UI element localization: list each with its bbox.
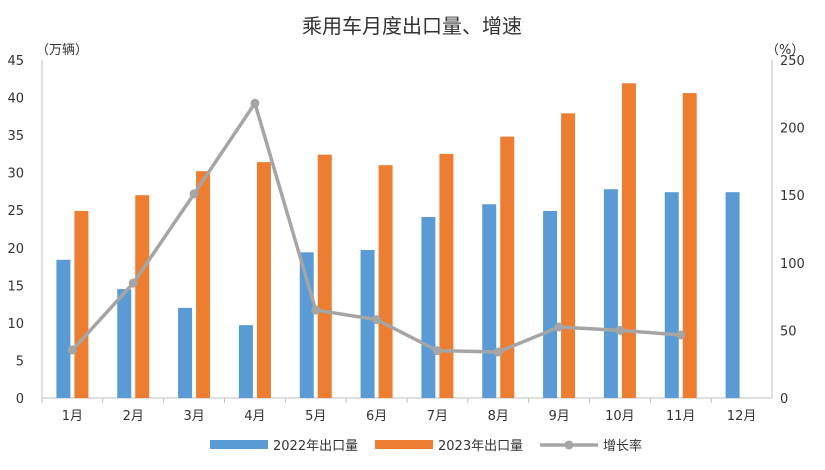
growth-rate-point	[676, 330, 686, 340]
x-tick-label: 9月	[548, 409, 569, 424]
x-tick-label: 8月	[488, 409, 509, 424]
bar-2023	[621, 83, 636, 398]
x-tick-label: 2月	[123, 409, 144, 424]
x-tick-label: 12月	[727, 409, 757, 424]
legend-swatch-2023	[375, 440, 433, 449]
legend-swatch-2022	[210, 440, 268, 449]
right-tick-label: 50	[780, 324, 797, 339]
left-tick-label: 5	[16, 354, 24, 369]
growth-rate-point	[493, 347, 503, 357]
bar-2022	[543, 210, 558, 398]
left-tick-label: 0	[16, 392, 24, 407]
growth-rate-point	[432, 346, 442, 356]
left-tick-label: 20	[7, 242, 24, 257]
bar-2023	[317, 154, 332, 398]
bar-2023	[135, 195, 150, 398]
right-axis-unit: （%）	[766, 43, 804, 58]
bar-2022	[360, 250, 375, 398]
growth-rate-point	[554, 322, 564, 332]
growth-rate-point	[250, 98, 260, 108]
growth-rate-point	[189, 189, 199, 199]
x-tick-label: 11月	[666, 409, 696, 424]
bar-2022	[238, 325, 253, 398]
growth-rate-point	[311, 305, 321, 315]
bar-2023	[196, 171, 211, 398]
x-tick-label: 1月	[62, 409, 83, 424]
left-tick-label: 15	[7, 279, 24, 294]
growth-rate-point	[615, 325, 625, 335]
legend-marker-growth	[564, 440, 574, 450]
left-tick-label: 10	[7, 317, 24, 332]
bar-2023	[682, 93, 697, 398]
left-axis-unit: （万辆）	[36, 43, 88, 58]
left-tick-label: 40	[7, 92, 24, 107]
bar-2023	[74, 210, 89, 398]
growth-rate-point	[128, 278, 138, 288]
bar-2022	[421, 216, 436, 398]
bar-2023	[378, 165, 393, 398]
growth-rate-line	[71, 99, 681, 354]
legend-label-growth: 增长率	[603, 438, 642, 454]
legend-label-2023: 2023年出口量	[438, 439, 523, 454]
chart-title: 乘用车月度出口量、增速	[302, 14, 522, 38]
left-tick-label: 25	[7, 204, 24, 219]
bar-2022	[117, 289, 132, 398]
right-tick-label: 250	[780, 54, 805, 69]
bar-2022	[482, 204, 497, 398]
x-tick-label: 5月	[305, 409, 326, 424]
bar-2022	[725, 192, 740, 398]
x-tick-label: 7月	[427, 409, 448, 424]
bar-2022	[56, 259, 71, 398]
x-tick-label: 6月	[366, 409, 387, 424]
left-tick-label: 35	[7, 129, 24, 144]
bar-2023	[439, 153, 454, 398]
x-tick-label: 3月	[183, 409, 204, 424]
right-tick-label: 200	[780, 122, 805, 137]
x-tick-label: 4月	[244, 409, 265, 424]
left-tick-label: 45	[7, 54, 24, 69]
bar-2022	[178, 307, 193, 398]
growth-rate-point	[372, 315, 382, 325]
bar-2022	[664, 192, 679, 398]
bar-2023	[500, 136, 515, 398]
bar-2023	[256, 162, 271, 398]
left-tick-label: 30	[7, 167, 24, 182]
right-tick-label: 150	[780, 189, 805, 204]
bar-2023	[561, 113, 576, 398]
growth-rate-point	[67, 345, 77, 355]
right-tick-label: 0	[780, 392, 788, 407]
bar-2022	[603, 189, 618, 398]
x-tick-label: 10月	[605, 409, 635, 424]
right-tick-label: 100	[780, 257, 805, 272]
legend-label-2022: 2022年出口量	[273, 439, 358, 454]
